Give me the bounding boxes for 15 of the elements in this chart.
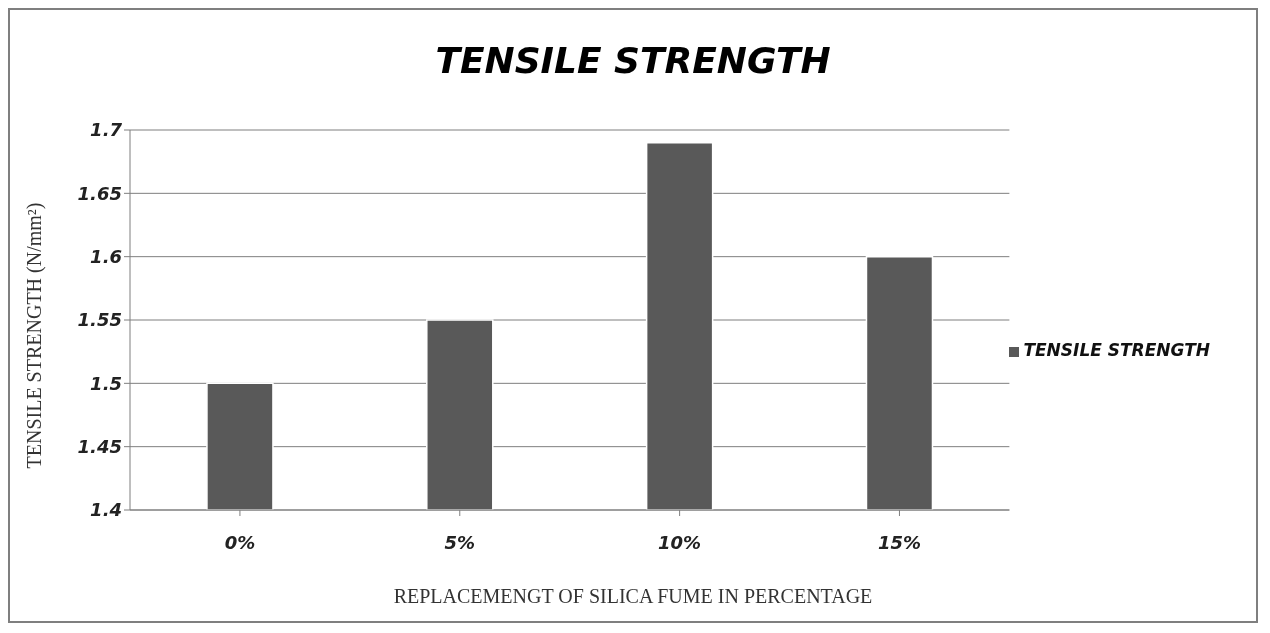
x-tick-label: 10% xyxy=(658,531,702,553)
legend-label: TENSILE STRENGTH xyxy=(1023,340,1210,360)
x-axis-title: REPLACEMENGT OF SILICA FUME IN PERCENTAGE xyxy=(392,585,874,608)
y-tick-label: 1.7 xyxy=(90,119,123,141)
x-tick-label: 5% xyxy=(444,531,476,553)
x-tick-label: 15% xyxy=(877,531,921,553)
y-tick-label: 1.6 xyxy=(90,246,122,268)
x-tick-label: 0% xyxy=(224,531,256,553)
y-tick-label: 1.5 xyxy=(90,372,122,394)
y-tick-label: 1.4 xyxy=(90,499,122,521)
chart-title: TENSILE STRENGTH xyxy=(434,40,832,81)
y-tick-label: 1.45 xyxy=(77,436,122,458)
y-axis-title: TENSILE STRENGTH (N/mm²) xyxy=(23,202,47,468)
y-tick-label: 1.55 xyxy=(77,309,122,331)
y-tick-label: 1.65 xyxy=(77,182,122,204)
